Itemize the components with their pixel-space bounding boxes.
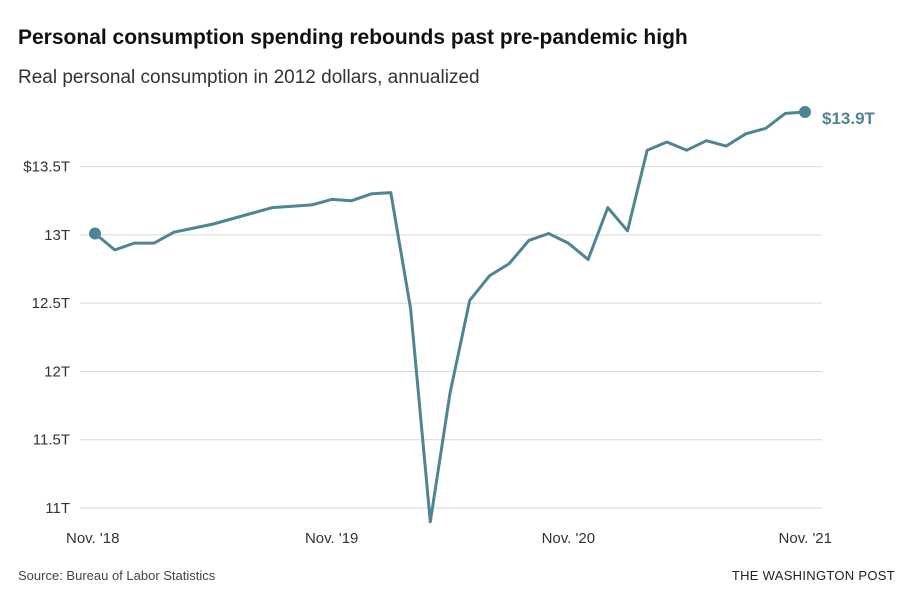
series-line <box>93 110 807 524</box>
y-tick-label: $13.5T <box>23 159 70 176</box>
chart-subtitle: Real personal consumption in 2012 dollar… <box>18 67 480 88</box>
x-axis-tick-labels: Nov. '18 Nov. '19 Nov. '20 Nov. '21 <box>66 530 832 547</box>
x-tick-label: Nov. '18 <box>66 530 119 547</box>
series-layer <box>89 106 811 524</box>
x-tick-label: Nov. '21 <box>779 530 832 547</box>
y-tick-label: 11.5T <box>33 432 70 449</box>
x-tick-label: Nov. '19 <box>305 530 358 547</box>
publisher-logo: THE WASHINGTON POST <box>731 568 895 583</box>
end-point-marker <box>799 106 811 118</box>
y-tick-label: 13T <box>44 227 70 244</box>
y-tick-label: 12T <box>44 363 70 380</box>
source-note: Source: Bureau of Labor Statistics <box>18 568 216 583</box>
start-point-marker <box>89 227 101 240</box>
annotation-layer: $13.9T <box>822 109 876 128</box>
y-tick-label: 11T <box>45 500 70 517</box>
y-axis-tick-labels: 11T 11.5T 12T 12.5T 13T $13.5T <box>23 159 70 517</box>
chart-title: Personal consumption spending rebounds p… <box>18 26 688 49</box>
y-tick-label: 12.5T <box>32 295 70 312</box>
x-tick-label: Nov. '20 <box>542 530 595 547</box>
gridlines <box>80 166 822 509</box>
end-value-label: $13.9T <box>822 109 876 128</box>
